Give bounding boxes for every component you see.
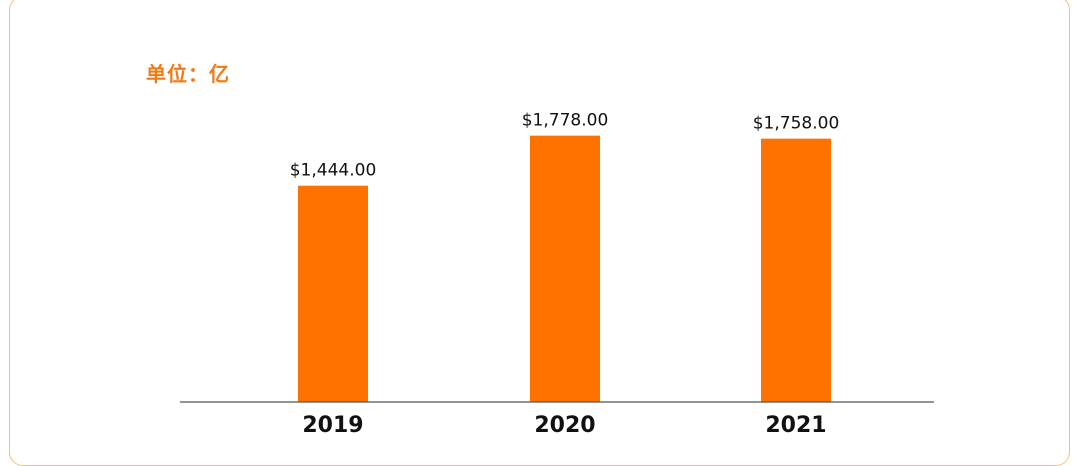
labels-layer: $1,444.00 2019 $1,778.00 2020 $1,758.00 2021: [290, 111, 840, 438]
x-tick-label-2019: 2019: [302, 413, 363, 438]
bar-2020: [530, 135, 600, 403]
data-label-2020: $1,778.00: [522, 111, 609, 131]
bar-2021: [761, 138, 831, 402]
unit-label: 单位：亿: [146, 62, 230, 86]
bar-2019: [298, 185, 368, 402]
data-label-2021: $1,758.00: [753, 114, 840, 134]
x-tick-label-2021: 2021: [765, 413, 826, 438]
bars-layer: [298, 135, 831, 403]
x-tick-label-2020: 2020: [534, 413, 595, 438]
data-label-2019: $1,444.00: [290, 161, 377, 181]
